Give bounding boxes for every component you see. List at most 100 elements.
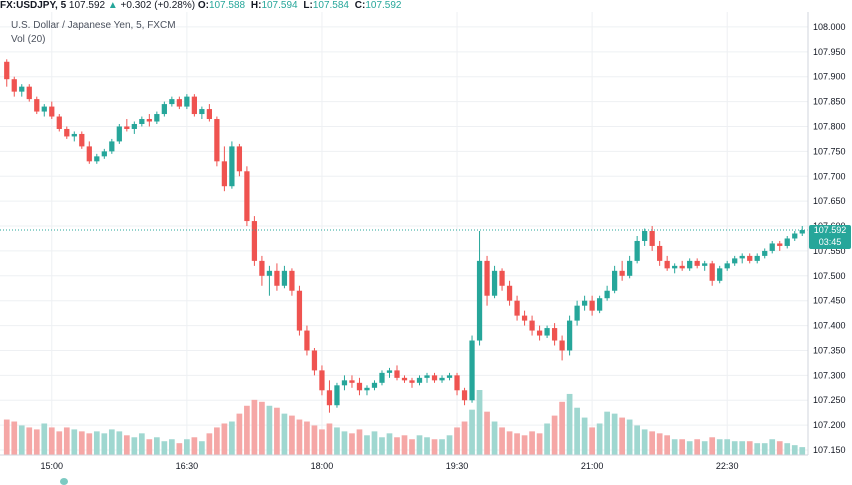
candle	[349, 375, 355, 388]
candle-body	[484, 260, 490, 296]
volume-bar	[78, 431, 85, 455]
candle	[769, 240, 775, 254]
candle	[109, 138, 115, 154]
time-axis[interactable]: 15:0016:3018:0019:3021:0022:301901:3003:…	[41, 461, 852, 471]
volume-bar	[731, 441, 738, 455]
volume-bar	[281, 413, 288, 455]
candle	[244, 166, 250, 227]
price-tag-background	[809, 225, 851, 250]
volume-bar	[379, 437, 385, 455]
candle-body	[634, 240, 640, 261]
volume-bar	[138, 433, 145, 455]
volume-bar	[709, 437, 716, 455]
volume-bar	[169, 439, 175, 455]
volume-bar	[671, 439, 678, 455]
candle-body	[79, 133, 85, 147]
candle	[551, 323, 558, 346]
candle	[394, 365, 400, 381]
candle-body	[431, 375, 438, 381]
y-tick-label: 107.500	[813, 271, 846, 281]
volume-bar	[686, 441, 693, 455]
candle-body	[56, 116, 62, 129]
candle	[274, 263, 280, 291]
volume-bar	[746, 441, 753, 455]
volume-bar	[431, 439, 438, 455]
volume-bar	[716, 439, 723, 455]
candle-body	[71, 133, 77, 137]
candle-body	[469, 340, 475, 401]
volume-bar	[476, 390, 483, 455]
candle	[627, 255, 633, 279]
volume-bar	[304, 421, 310, 455]
candle-body	[34, 99, 40, 112]
candle	[356, 377, 363, 396]
candle	[762, 248, 768, 259]
candle	[604, 285, 610, 301]
y-tick-label: 107.750	[813, 146, 846, 156]
candle	[747, 253, 753, 264]
candle-body	[154, 114, 160, 122]
volume-bar	[656, 433, 663, 455]
candle	[679, 260, 685, 271]
candle	[514, 295, 520, 321]
low-value: 107.584	[312, 0, 349, 11]
volume-bar	[454, 427, 460, 455]
candle	[364, 385, 370, 396]
close-label: C:	[354, 0, 366, 11]
candle-body	[499, 270, 505, 286]
candle-body	[364, 387, 370, 391]
candle	[499, 268, 505, 291]
candle	[792, 231, 798, 241]
candle	[161, 101, 167, 117]
candle-body	[139, 119, 145, 124]
price-tag: 107.592 03:45	[809, 225, 851, 250]
x-tick-label: 16:30	[176, 461, 199, 471]
volume-bar	[469, 409, 475, 455]
volume-bar	[33, 429, 40, 455]
candle	[191, 94, 197, 117]
candle-body	[386, 370, 393, 373]
volume-bar	[364, 435, 370, 455]
volume-bar	[341, 431, 348, 455]
candle	[409, 377, 415, 388]
candle	[596, 295, 603, 314]
candle-body	[341, 380, 348, 386]
volume-bar	[701, 441, 708, 455]
candle	[221, 146, 228, 192]
volume-bar	[11, 421, 18, 455]
volume-bar	[266, 405, 273, 455]
candle	[687, 258, 693, 271]
volume-bar	[769, 439, 776, 455]
candle-body	[439, 377, 445, 381]
candle	[484, 255, 490, 306]
candle-body	[762, 250, 768, 256]
candle-body	[319, 370, 325, 391]
candle-body	[544, 328, 550, 336]
volume-bar	[48, 427, 55, 455]
candle	[341, 375, 348, 391]
candle-body	[236, 146, 243, 172]
candle-body	[446, 375, 453, 378]
candle	[672, 263, 678, 274]
candle	[566, 315, 573, 356]
candle-body	[619, 270, 625, 276]
candle	[649, 226, 655, 251]
volume-bar	[131, 437, 138, 455]
candle	[176, 96, 182, 110]
volume-bar	[499, 427, 505, 455]
candle-body	[349, 380, 355, 383]
candle-body	[724, 263, 730, 269]
candle-body	[574, 305, 580, 321]
candle-body	[131, 123, 137, 129]
candle	[34, 96, 40, 115]
candle-body	[401, 377, 408, 381]
volume-bar	[386, 433, 393, 455]
candle	[214, 116, 220, 167]
candle-body	[461, 390, 468, 401]
candle	[642, 228, 648, 246]
candle	[206, 104, 213, 122]
volume-bar	[574, 407, 580, 455]
candle-body	[4, 61, 10, 80]
symbol-name[interactable]: FX:USDJPY, 5	[0, 0, 67, 11]
